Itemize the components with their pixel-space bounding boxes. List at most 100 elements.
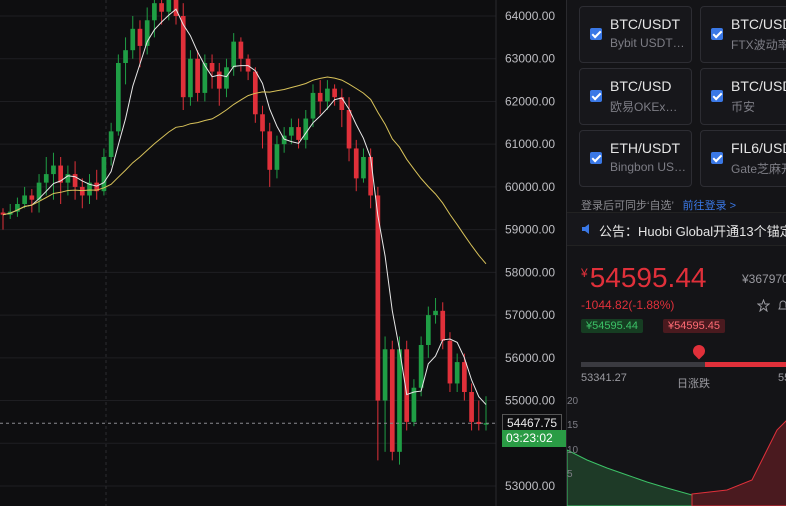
candle-body xyxy=(94,182,100,192)
current-price-tag: 54467.75 xyxy=(502,414,563,432)
card-source: 币安 xyxy=(731,100,756,114)
range-label: 日涨跌 xyxy=(677,378,710,390)
depth-axis-10: 10 xyxy=(567,445,579,456)
candle-body xyxy=(224,67,229,89)
depth-axis-15: 15 xyxy=(567,420,579,431)
currency-symbol: ¥ xyxy=(581,266,588,280)
candle-body xyxy=(476,421,482,425)
candle-body xyxy=(180,16,186,98)
market-side-panel: BTC/USDT Bybit USDT… BTC/USD FTX波动率 BTC/… xyxy=(566,0,786,506)
ma-fast-line xyxy=(2,8,487,405)
candle-body xyxy=(130,28,136,51)
candle-body xyxy=(418,345,424,388)
depth-axis-20: 20 xyxy=(567,396,579,407)
day-range-fill xyxy=(704,362,786,367)
chart-canvas[interactable]: 64000.00 63000.00 62000.00 61000.00 60000.00… xyxy=(0,0,566,506)
candle-body xyxy=(447,340,453,384)
card-pair: ETH/USDT xyxy=(610,140,680,156)
candle-body xyxy=(51,165,56,175)
last-price-value: 54595.44 xyxy=(589,262,707,293)
checkbox-checked-icon[interactable] xyxy=(711,28,723,40)
candle-body xyxy=(389,349,395,452)
candle-body xyxy=(144,20,150,46)
card-source: FTX波动率 xyxy=(731,38,786,52)
candle-body xyxy=(72,174,78,187)
candle-body xyxy=(209,63,215,72)
candle-body xyxy=(15,204,20,212)
login-link[interactable]: 前往登录 > xyxy=(682,200,737,212)
candle-body xyxy=(332,88,337,98)
checkbox-checked-icon[interactable] xyxy=(711,152,723,164)
candle-body xyxy=(108,131,114,157)
market-card-fil6-usd-gate[interactable]: FIL6/USD Gate芝麻开 xyxy=(700,130,786,187)
bid-price: ¥54595.44 xyxy=(581,319,643,333)
market-card-eth-usdt-bingbon[interactable]: ETH/USDT Bingbon US… xyxy=(579,130,692,187)
candle-body xyxy=(43,174,49,183)
candle-body xyxy=(454,362,460,384)
price-axis-label: 58000.00 xyxy=(505,265,555,279)
candle-body xyxy=(483,423,489,425)
candle-body xyxy=(317,92,323,102)
candle-body xyxy=(375,195,381,401)
price-axis-label: 64000.00 xyxy=(505,9,555,23)
announcement-bar[interactable]: 公告：Huobi Global开通13个锚定 xyxy=(567,212,786,246)
candle-body xyxy=(404,349,410,422)
candle-body xyxy=(87,182,92,196)
candle-body xyxy=(425,315,431,345)
candle-body xyxy=(296,127,301,140)
candle-body xyxy=(166,0,172,12)
depth-axis-5: 5 xyxy=(567,469,573,480)
candle-body xyxy=(289,127,294,136)
alt-price: ¥367970 xyxy=(742,272,786,286)
card-pair: BTC/USD xyxy=(610,78,672,94)
candle-body xyxy=(353,148,359,179)
announcement-text: 公告：Huobi Global开通13个锚定 xyxy=(599,224,786,239)
market-card-btc-usd-binance[interactable]: BTC/USD 币安 xyxy=(700,68,786,125)
price-change: -1044.82(-1.88%) xyxy=(581,298,675,312)
login-hint: 登录后可同步‘自选’ 前往登录 > xyxy=(581,197,736,213)
market-card-btc-usd-ftx[interactable]: BTC/USD FTX波动率 xyxy=(700,6,786,63)
price-axis-label: 57000.00 xyxy=(505,308,555,322)
candle-body xyxy=(22,195,27,204)
day-range-bar xyxy=(581,362,786,367)
star-icon[interactable] xyxy=(757,299,770,312)
candle-body xyxy=(440,310,446,341)
candlestick-chart[interactable]: 64000.00 63000.00 62000.00 61000.00 60000.00… xyxy=(0,0,566,506)
candle-body xyxy=(267,131,273,170)
login-hint-text: 登录后可同步‘自选’ xyxy=(581,200,674,212)
candle-body xyxy=(173,0,179,16)
candle-body xyxy=(0,212,6,215)
candle-body xyxy=(101,157,107,192)
candle-body xyxy=(281,135,287,145)
range-low: 53341.27 xyxy=(581,372,627,384)
candle-body xyxy=(462,362,467,392)
range-high: 55 xyxy=(778,372,786,384)
candle-body xyxy=(79,186,85,196)
price-axis-label: 62000.00 xyxy=(505,94,555,108)
last-price: ¥54595.44 xyxy=(581,262,706,294)
candle-body xyxy=(397,349,402,452)
bell-icon[interactable] xyxy=(777,299,786,312)
candle-body xyxy=(116,63,121,132)
checkbox-checked-icon[interactable] xyxy=(590,152,602,164)
price-axis-label: 63000.00 xyxy=(505,52,555,66)
card-source: Bybit USDT… xyxy=(610,36,685,50)
checkbox-checked-icon[interactable] xyxy=(590,28,602,40)
price-axis-label: 60000.00 xyxy=(505,180,555,194)
card-source: Bingbon US… xyxy=(610,160,687,174)
price-axis-label: 56000.00 xyxy=(505,351,555,365)
candle-body xyxy=(152,3,157,21)
market-card-btc-usdt-bybit[interactable]: BTC/USDT Bybit USDT… xyxy=(579,6,692,63)
card-pair: BTC/USD xyxy=(731,78,786,94)
checkbox-checked-icon[interactable] xyxy=(590,90,602,102)
checkbox-checked-icon[interactable] xyxy=(711,90,723,102)
candle-body xyxy=(188,58,193,98)
candle-body xyxy=(469,392,474,422)
candle-body xyxy=(216,71,222,89)
market-card-btc-usd-okex[interactable]: BTC/USD 欧易OKEx… xyxy=(579,68,692,125)
depth-chart[interactable] xyxy=(567,390,786,506)
card-source: Gate芝麻开 xyxy=(731,162,786,176)
candle-body xyxy=(303,118,309,140)
candle-body xyxy=(238,41,244,59)
price-axis-label: 59000.00 xyxy=(505,223,555,237)
